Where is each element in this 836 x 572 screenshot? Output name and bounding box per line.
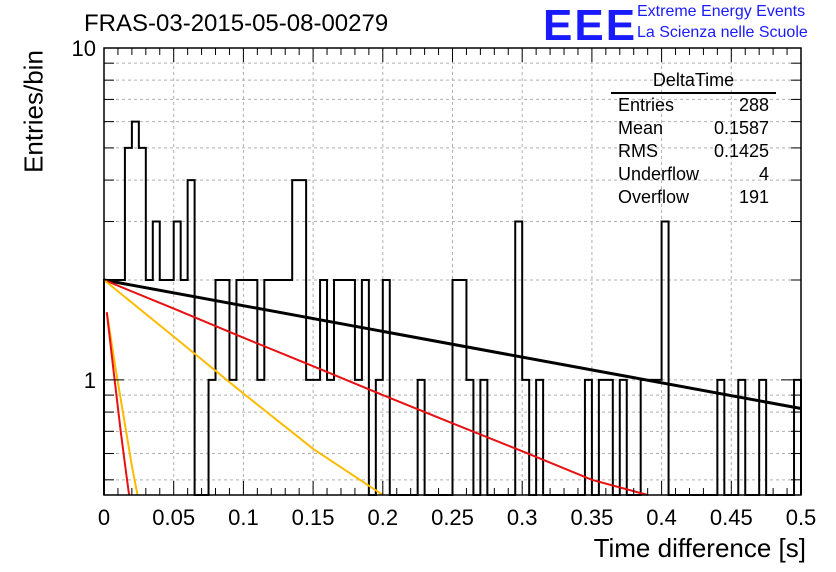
logo-line-1: Extreme Energy Events — [637, 3, 806, 20]
stats-label: Mean — [618, 118, 664, 138]
stats-label: Entries — [618, 95, 675, 115]
stats-value: 191 — [738, 187, 769, 207]
fit-curve — [103, 279, 648, 496]
x-tick-label: 0.15 — [292, 505, 335, 530]
fit-curve — [105, 312, 139, 496]
x-tick-label: 0.45 — [710, 505, 753, 530]
stats-row-rms: RMS 0.1425 — [611, 140, 776, 163]
stats-row-entries: Entries 288 — [611, 94, 776, 117]
stats-value: 0.1425 — [713, 141, 769, 161]
y-tick-label: 10 — [72, 36, 96, 61]
x-tick-label: 0.25 — [431, 505, 474, 530]
x-tick-label: 0.2 — [368, 505, 399, 530]
x-tick-label: 0.5 — [786, 505, 817, 530]
eee-logo: EEE — [543, 1, 638, 50]
y-tick-label: 1 — [84, 368, 96, 393]
x-tick-label: 0 — [98, 505, 110, 530]
stats-row-mean: Mean 0.1587 — [611, 117, 776, 140]
stats-value: 288 — [738, 95, 769, 115]
x-tick-label: 0.05 — [152, 505, 195, 530]
stats-row-underflow: Underflow 4 — [611, 163, 776, 186]
fit-curve — [103, 279, 384, 496]
x-tick-label: 0.35 — [570, 505, 613, 530]
y-axis-label: Entries/bin — [18, 50, 49, 173]
stats-value: 0.1587 — [713, 118, 769, 138]
stats-label: RMS — [618, 141, 658, 161]
chart-title: FRAS-03-2015-05-08-00279 — [84, 10, 389, 37]
stats-title: DeltaTime — [611, 70, 776, 94]
stats-label: Overflow — [618, 187, 690, 207]
x-tick-label: 0.1 — [228, 505, 259, 530]
x-axis-label: Time difference [s] — [593, 533, 806, 563]
x-tick-label: 0.3 — [507, 505, 538, 530]
stats-value: 4 — [758, 164, 769, 184]
stats-row-overflow: Overflow 191 — [611, 186, 776, 209]
fit-curve — [105, 312, 131, 496]
stats-label: Underflow — [618, 164, 700, 184]
logo-line-2: La Scienza nelle Scuole — [637, 24, 808, 41]
stats-box: DeltaTime Entries 288 Mean 0.1587 RMS 0.… — [611, 70, 776, 209]
x-tick-label: 0.4 — [646, 505, 677, 530]
fit-curve — [103, 278, 802, 410]
